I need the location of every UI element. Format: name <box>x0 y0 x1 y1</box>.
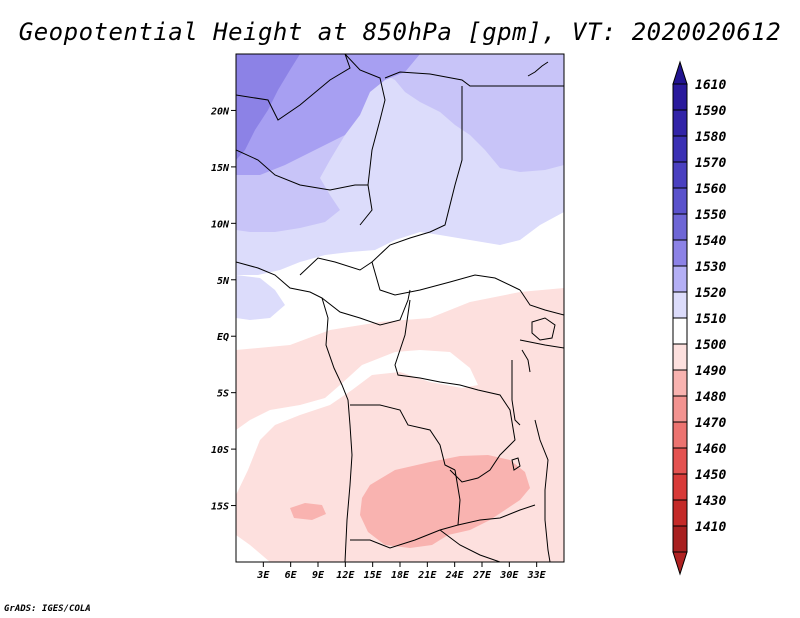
colorbar-top-arrow <box>672 60 688 85</box>
colorbar-bin <box>672 343 688 371</box>
colorbar-label: 1550 <box>695 208 726 223</box>
field-1520-west <box>236 275 285 320</box>
colorbar-label: 1530 <box>695 260 726 275</box>
grads-credit: GrADS: IGES/COLA <box>4 604 91 614</box>
colorbar-label: 1470 <box>695 416 726 431</box>
colorbar-bin <box>672 525 688 553</box>
colorbar-label: 1580 <box>695 130 726 145</box>
x-tick-label: 9E <box>312 570 325 581</box>
colorbar-bin <box>672 499 688 527</box>
colorbar-label: 1460 <box>695 442 726 457</box>
y-tick-label: 20N <box>210 106 230 117</box>
colorbar-label: 1590 <box>695 104 726 119</box>
field-1490-small <box>290 503 326 520</box>
colorbar-label: 1450 <box>695 468 726 483</box>
colorbar-bin <box>672 239 688 267</box>
x-tick-label: 33E <box>527 570 547 581</box>
colorbar-label: 1570 <box>695 156 726 171</box>
field-1550 <box>236 54 300 160</box>
sudan-borders <box>371 71 564 296</box>
colorbar-bin <box>672 369 688 397</box>
colorbar-label: 1480 <box>695 390 726 405</box>
field-1490 <box>360 455 530 548</box>
x-tick-label: 15E <box>364 570 383 581</box>
east-borders <box>511 289 564 562</box>
x-tick-label: 6E <box>285 570 298 581</box>
colorbar-label: 1430 <box>695 494 726 509</box>
lake-outline <box>511 457 521 471</box>
colorbar-bin <box>672 109 688 137</box>
southern-borders <box>350 404 536 562</box>
west-coastline <box>236 261 353 562</box>
colorbar-label: 1500 <box>695 338 726 353</box>
y-tick-label: 10S <box>211 445 229 456</box>
y-tick-label: 5S <box>217 389 229 400</box>
colorbar-bin <box>672 135 688 163</box>
y-tick-label: EQ <box>217 332 229 343</box>
red-sea-coast <box>527 61 549 77</box>
map-title: Geopotential Height at 850hPa [gpm], VT:… <box>18 18 782 46</box>
lake-victoria <box>531 317 556 341</box>
field-1510-south <box>236 535 270 562</box>
colorbar-bin <box>672 265 688 293</box>
x-tick-label: 18E <box>391 570 410 581</box>
colorbar-bin <box>672 473 688 501</box>
colorbar-bin <box>672 447 688 475</box>
colorbar-bin <box>672 161 688 189</box>
country-borders <box>236 54 564 562</box>
y-tick-label: 5N <box>217 276 230 287</box>
x-tick-label: 24E <box>445 570 465 581</box>
y-axis-ticks: 20N 15N 10N 5N EQ 5S 10S 15S <box>210 106 236 513</box>
colorbar-label: 1560 <box>695 182 726 197</box>
height-field <box>236 54 564 562</box>
y-tick-label: 15S <box>211 502 229 513</box>
x-tick-label: 27E <box>472 570 492 581</box>
sahara-borders <box>236 54 386 226</box>
colorbar-label: 1610 <box>695 78 726 93</box>
colorbar-label: 1540 <box>695 234 726 249</box>
colorbar-bin <box>672 213 688 241</box>
colorbar-bin <box>672 317 688 345</box>
x-axis-ticks: 3E 6E 9E 12E 15E 18E 21E 24E 27E 30E 33E <box>256 562 547 581</box>
field-1510-pocket <box>236 350 478 495</box>
colorbar-label: 1410 <box>695 520 726 535</box>
x-tick-label: 30E <box>499 570 519 581</box>
y-tick-label: 10N <box>211 219 230 230</box>
colorbar-label: 1490 <box>695 364 726 379</box>
colorbar-bin <box>672 421 688 449</box>
colorbar-bin <box>672 187 688 215</box>
x-tick-label: 21E <box>417 570 437 581</box>
field-1540 <box>236 54 420 175</box>
central-borders <box>299 257 516 483</box>
colorbar-bottom-arrow <box>672 551 688 576</box>
colorbar-label: 1510 <box>695 312 726 327</box>
x-tick-label: 3E <box>256 570 270 581</box>
colorbar-bin <box>672 291 688 319</box>
colorbar: 1610 1590 1580 1570 1560 1550 1540 1530 1520 1510… <box>672 60 726 576</box>
colorbar-bin <box>672 83 688 111</box>
y-tick-label: 15N <box>211 163 230 174</box>
colorbar-bin <box>672 395 688 423</box>
colorbar-label: 1520 <box>695 286 726 301</box>
x-tick-label: 12E <box>336 570 355 581</box>
